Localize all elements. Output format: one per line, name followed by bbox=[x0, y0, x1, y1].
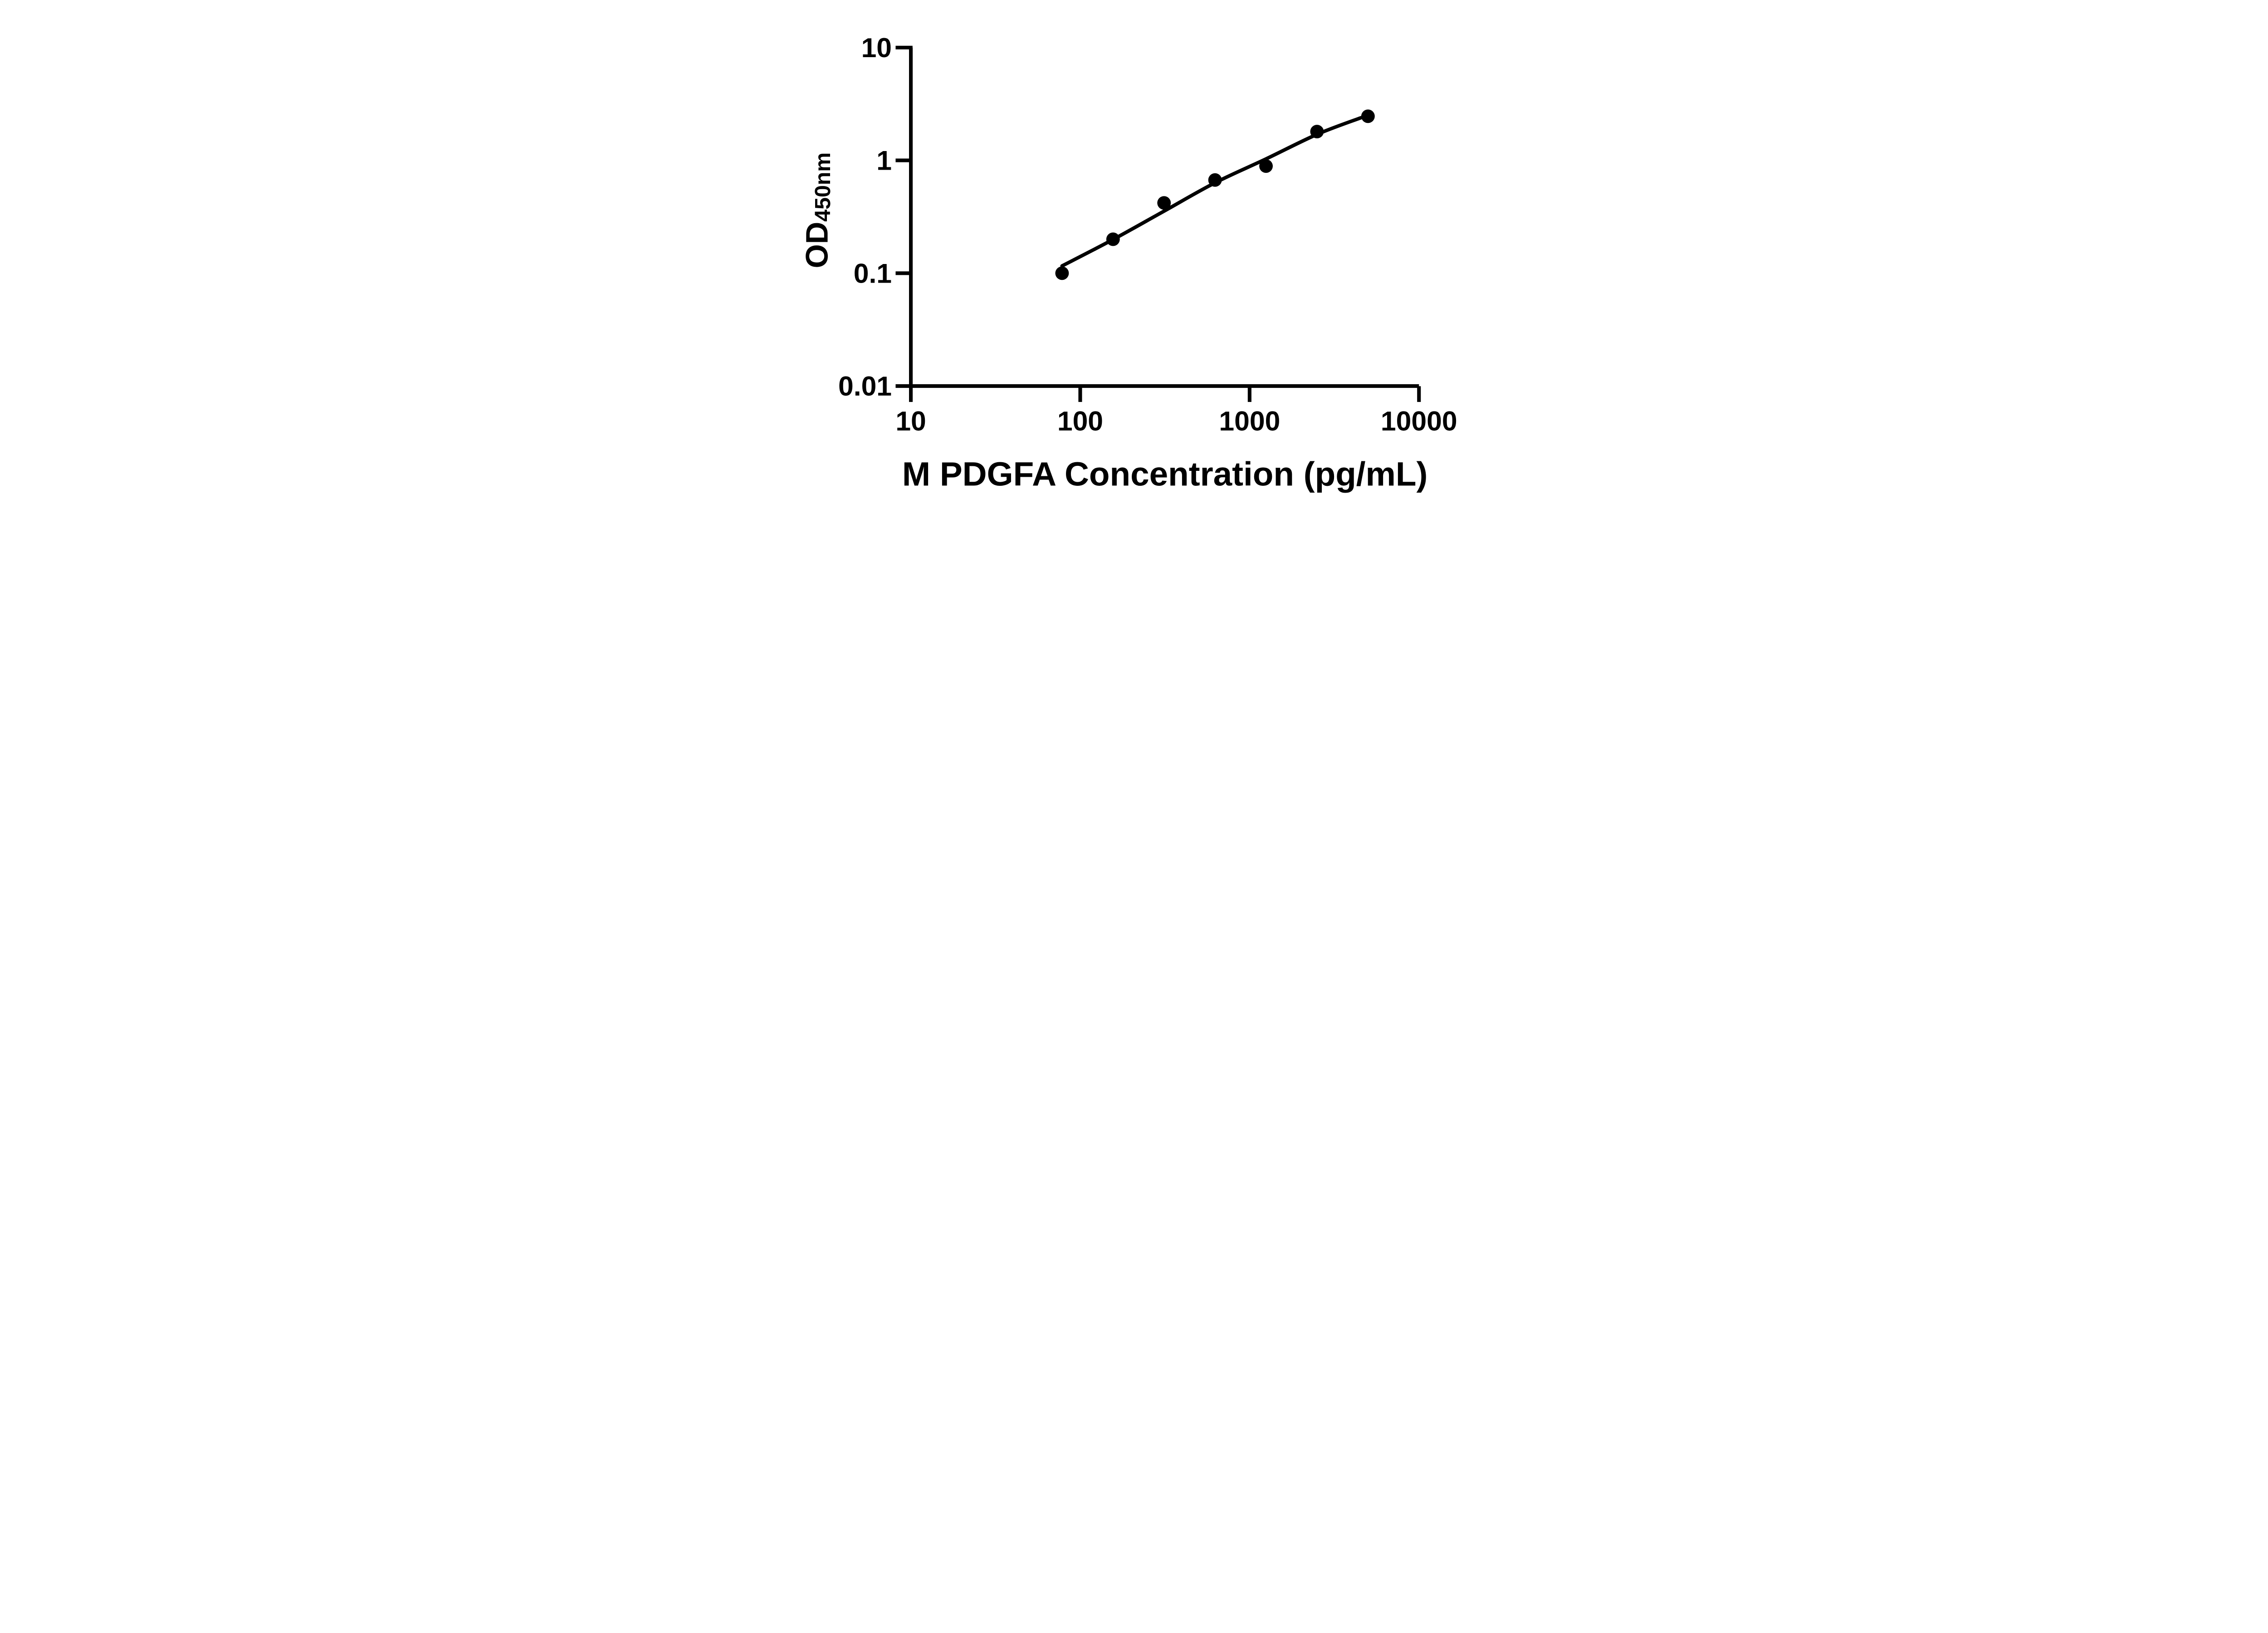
y-axis-title-main: OD bbox=[799, 222, 834, 269]
data-point bbox=[1259, 159, 1273, 173]
y-axis-tick-label: 0.1 bbox=[854, 258, 892, 288]
axis-spine bbox=[909, 47, 1419, 388]
elisa-standard-curve-figure: 10 1 0.1 0.01 10 100 1000 10000 M PDGFA Concent… bbox=[771, 0, 1497, 508]
x-axis-tick-label: 10 bbox=[895, 406, 926, 436]
x-axis-tick-label: 1000 bbox=[1219, 406, 1280, 436]
data-point bbox=[1106, 232, 1120, 246]
data-point bbox=[1055, 266, 1069, 280]
fit-curve-line bbox=[1060, 116, 1363, 268]
x-axis-tick-label: 10000 bbox=[1381, 406, 1457, 436]
x-axis-tick-label: 100 bbox=[1057, 406, 1103, 436]
y-axis-tick-label: 10 bbox=[861, 32, 892, 63]
plot-series bbox=[1055, 109, 1375, 280]
y-axis-tick-label: 1 bbox=[876, 145, 892, 176]
y-axis-title-subscript: 450nm bbox=[811, 152, 835, 222]
y-axis-tick-label: 0.01 bbox=[838, 371, 892, 401]
data-point bbox=[1157, 196, 1171, 210]
data-point bbox=[1361, 109, 1375, 123]
x-axis-title: M PDGFA Concentration (pg/mL) bbox=[902, 455, 1427, 493]
data-point bbox=[1310, 125, 1324, 139]
data-point bbox=[1208, 173, 1222, 187]
y-axis-title: OD450nm bbox=[799, 152, 835, 268]
